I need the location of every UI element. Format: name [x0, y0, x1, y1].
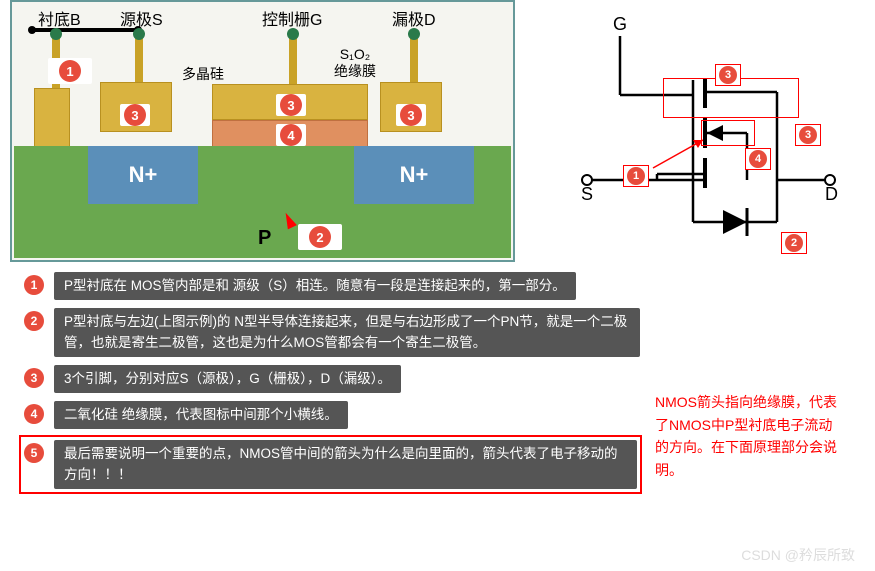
note-num-4: 4 [24, 404, 44, 424]
sym-label-g: G [613, 14, 627, 34]
oxide-label: S₁O₂绝缘膜 [334, 46, 376, 80]
note-text-2: P型衬底与左边(上图示例)的 N型半导体连接起来，但是与右边形成了一个PN节，就… [54, 308, 640, 357]
callout-3a: 3 [120, 104, 150, 126]
note-num-5: 5 [24, 443, 44, 463]
terminal-s [135, 34, 143, 82]
callout-4: 4 [276, 124, 306, 146]
note-text-4: 二氧化硅 绝缘膜，代表图标中间那个小横线。 [54, 401, 348, 429]
terminal-g [289, 34, 297, 84]
sym-callout-1: 1 [623, 165, 649, 187]
polysilicon-label: 多晶硅 [182, 64, 224, 84]
note-text-5: 最后需要说明一个重要的点，NMOS管中间的箭头为什么是向里面的，箭头代表了电子移… [54, 440, 637, 489]
sym-label-s: S [581, 184, 593, 204]
p-label: P [258, 227, 271, 250]
gold-contact-b [34, 88, 70, 148]
body-diode-icon [723, 210, 747, 234]
label-source-s: 源极S [120, 6, 163, 30]
sym-redbox-2 [701, 120, 755, 146]
label-gate-g: 控制栅G [262, 6, 322, 30]
sym-callout-2: 2 [781, 232, 807, 254]
note-text-3: 3个引脚，分别对应S（源极），G（栅极），D（漏级）。 [54, 365, 401, 393]
sym-callout-3a: 3 [715, 64, 741, 86]
n-plus-region-right: N+ [354, 146, 474, 204]
mosfet-cross-section: 衬底B 源极S 控制栅G 漏极D 多晶硅 S₁O₂绝缘膜 N+ N+ P 1 3 [10, 0, 515, 262]
note-num-1: 1 [24, 275, 44, 295]
note-num-3: 3 [24, 368, 44, 388]
note-row-3: 3 3个引脚，分别对应S（源极），G（栅极），D（漏级）。 [24, 365, 640, 393]
b-s-connection-line [30, 28, 140, 32]
label-substrate-b: 衬底B [38, 6, 81, 30]
callout-1: 1 [48, 58, 92, 84]
note-num-2: 2 [24, 311, 44, 331]
p-substrate: N+ N+ P [14, 146, 511, 258]
terminal-d [410, 34, 418, 82]
callout-3c: 3 [396, 104, 426, 126]
callout-2: 2 [298, 224, 342, 250]
n-plus-region-left: N+ [88, 146, 198, 204]
note-row-4: 4 二氧化硅 绝缘膜，代表图标中间那个小横线。 [24, 401, 640, 429]
notes-list: 1 P型衬底在 MOS管内部是和 源级（S）相连。随意有一段是连接起来的，第一部… [0, 272, 640, 492]
sym-label-d: D [825, 184, 838, 204]
note-row-5: 5 最后需要说明一个重要的点，NMOS管中间的箭头为什么是向里面的，箭头代表了电… [21, 437, 640, 492]
note-row-1: 1 P型衬底在 MOS管内部是和 源级（S）相连。随意有一段是连接起来的，第一部… [24, 272, 640, 300]
watermark: CSDN @矜辰所致 [741, 545, 855, 565]
note-row-2: 2 P型衬底与左边(上图示例)的 N型半导体连接起来，但是与右边形成了一个PN节… [24, 308, 640, 357]
callout-3b: 3 [276, 94, 306, 116]
label-drain-d: 漏极D [392, 6, 436, 30]
mosfet-symbol: G S D [545, 0, 845, 262]
sym-callout-4: 4 [745, 148, 771, 170]
note-text-1: P型衬底在 MOS管内部是和 源级（S）相连。随意有一段是连接起来的，第一部分。 [54, 272, 576, 300]
side-note: NMOS箭头指向绝缘膜，代表了NMOS中P型衬底电子流动的方向。在下面原理部分会… [655, 391, 845, 481]
sym-callout-3b: 3 [795, 124, 821, 146]
